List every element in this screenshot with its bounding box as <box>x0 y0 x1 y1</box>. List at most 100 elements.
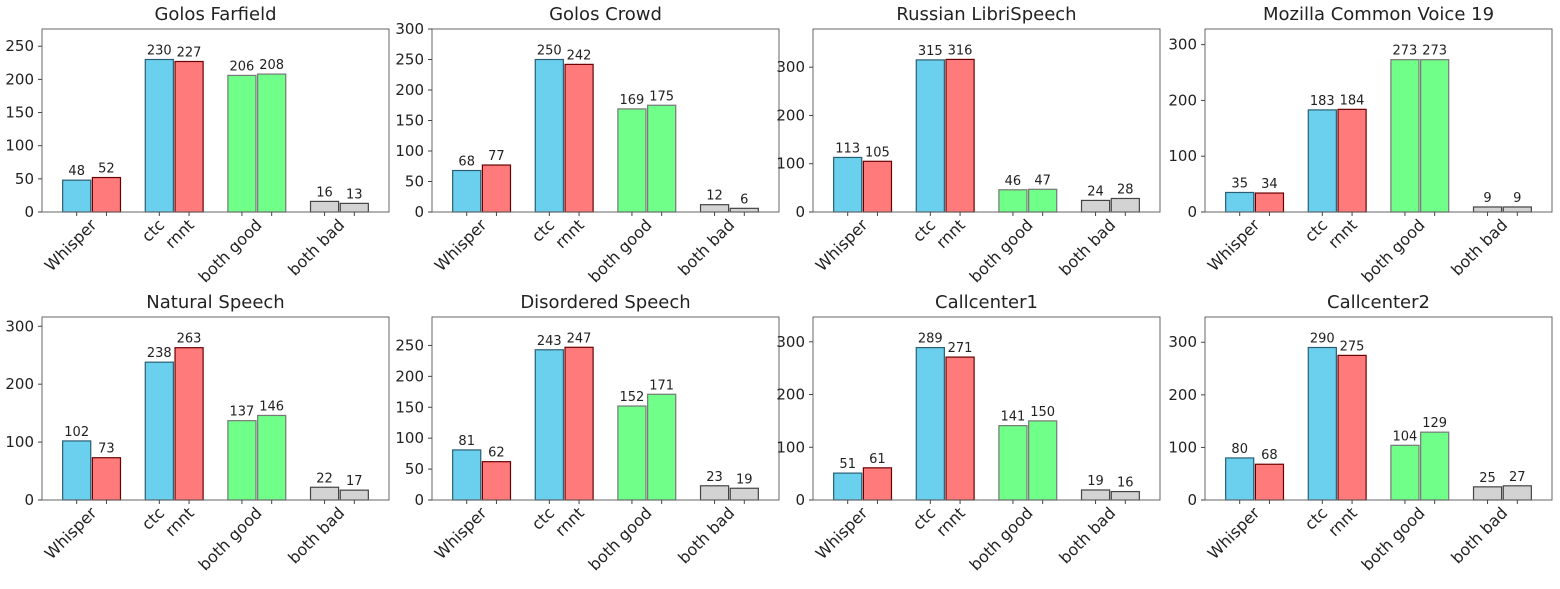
bar <box>257 73 287 213</box>
x-tick-label: both good <box>966 215 1037 286</box>
bar <box>144 361 174 501</box>
y-tick-label: 0 <box>414 203 424 221</box>
subplot-title: Russian LibriSpeech <box>896 4 1076 25</box>
x-tick-label: both bad <box>1447 215 1511 279</box>
bar-value-label: 169 <box>620 93 645 108</box>
x-tick-label: rnnt <box>161 503 198 540</box>
bar-value-label: 105 <box>865 145 890 160</box>
bar-value-label: 80 <box>1231 442 1248 457</box>
bar <box>647 393 677 501</box>
x-tick-label: both bad <box>1447 503 1511 567</box>
bar-value-label: 171 <box>649 378 674 393</box>
bar <box>699 204 730 213</box>
y-tick-label: 300 <box>776 58 805 76</box>
bar-value-label: 263 <box>177 332 202 347</box>
x-tick-label: both bad <box>674 215 738 279</box>
bar <box>452 449 482 501</box>
x-tick-label: both good <box>585 503 656 574</box>
bar <box>1110 197 1140 213</box>
y-tick-label: 50 <box>405 460 424 478</box>
bar <box>1472 486 1503 501</box>
bar <box>617 108 647 213</box>
bar <box>647 104 677 213</box>
x-tick-label: Whisper <box>431 503 491 563</box>
bar-value-label: 175 <box>649 89 674 104</box>
bar-value-label: 47 <box>1034 173 1051 188</box>
y-tick-label: 0 <box>795 203 805 221</box>
bar-value-label: 104 <box>1393 429 1418 444</box>
y-tick-label: 50 <box>405 173 424 191</box>
subplot: Russian LibriSpeech 113 315 46 24 105 316 47 28 0… <box>776 4 1161 286</box>
bar <box>915 346 945 501</box>
bar <box>227 74 257 213</box>
y-tick-label: 250 <box>395 51 424 69</box>
bar <box>1472 206 1503 213</box>
bar-value-label: 102 <box>64 425 89 440</box>
x-tick-label: Whisper <box>1204 503 1264 563</box>
bar <box>915 59 945 213</box>
y-tick-label: 200 <box>776 106 805 124</box>
y-tick-label: 0 <box>1187 203 1197 221</box>
bar <box>1502 485 1532 501</box>
bar <box>833 472 863 501</box>
y-tick-label: 200 <box>5 70 34 88</box>
x-tick-label: Whisper <box>812 503 872 563</box>
bar <box>534 349 564 501</box>
bar <box>1254 192 1285 213</box>
y-tick-label: 100 <box>395 429 424 447</box>
bar <box>1028 188 1058 213</box>
bar <box>481 461 512 501</box>
bar-value-label: 316 <box>948 43 973 58</box>
subplot-title: Golos Crowd <box>549 4 662 25</box>
bar-value-label: 208 <box>259 58 284 73</box>
bar-value-label: 152 <box>620 390 645 405</box>
bar <box>1307 109 1337 213</box>
bar-value-label: 77 <box>488 149 505 164</box>
bar-value-label: 273 <box>1393 44 1418 59</box>
y-tick-label: 300 <box>776 333 805 351</box>
y-tick-label: 300 <box>5 317 34 335</box>
bar-value-label: 250 <box>537 44 562 59</box>
y-tick-label: 50 <box>15 170 34 188</box>
bar-value-label: 19 <box>736 472 753 487</box>
bar <box>729 207 759 213</box>
y-tick-label: 200 <box>5 375 34 393</box>
x-tick-label: rnnt <box>932 503 969 540</box>
x-tick-label: Whisper <box>41 215 101 275</box>
y-tick-label: 150 <box>395 112 424 130</box>
bar <box>309 486 340 501</box>
bar-value-label: 6 <box>740 192 748 207</box>
bar <box>729 487 759 501</box>
bar <box>339 489 369 501</box>
bar <box>833 156 863 213</box>
subplot-title: Disordered Speech <box>520 292 690 313</box>
bar-value-label: 113 <box>835 141 860 156</box>
bar-value-label: 273 <box>1422 44 1447 59</box>
bar-value-label: 17 <box>346 474 363 489</box>
bar <box>1225 191 1255 213</box>
x-tick-label: Whisper <box>812 215 872 275</box>
x-tick-label: rnnt <box>1324 215 1361 252</box>
subplot: Natural Speech 102 238 137 22 73 263 146 17 0 100 2… <box>5 292 390 574</box>
bar-value-label: 62 <box>488 446 505 461</box>
y-tick-label: 300 <box>1168 333 1197 351</box>
bar-value-label: 271 <box>948 341 973 356</box>
bar-value-label: 81 <box>458 434 475 449</box>
bar-value-label: 27 <box>1509 470 1526 485</box>
axes-frame <box>41 316 390 501</box>
x-tick-label: both bad <box>674 503 738 567</box>
bar-value-label: 183 <box>1310 94 1335 109</box>
subplot: Disordered Speech 81 243 152 23 62 247 171 19 0 50… <box>395 292 780 574</box>
bar-value-label: 243 <box>537 334 562 349</box>
bar <box>91 176 122 213</box>
subplot: Golos Crowd 68 250 169 12 77 242 175 6 0 50 100 150 2… <box>395 4 780 286</box>
bar-value-label: 34 <box>1261 177 1278 192</box>
x-tick-label: rnnt <box>551 215 588 252</box>
bar <box>564 346 594 501</box>
y-tick-label: 200 <box>1168 91 1197 109</box>
subplot-title: Natural Speech <box>146 292 284 313</box>
x-tick-label: both good <box>1358 503 1429 574</box>
bar <box>699 485 730 501</box>
bar-value-label: 227 <box>177 45 202 60</box>
x-tick-label: both bad <box>284 215 348 279</box>
